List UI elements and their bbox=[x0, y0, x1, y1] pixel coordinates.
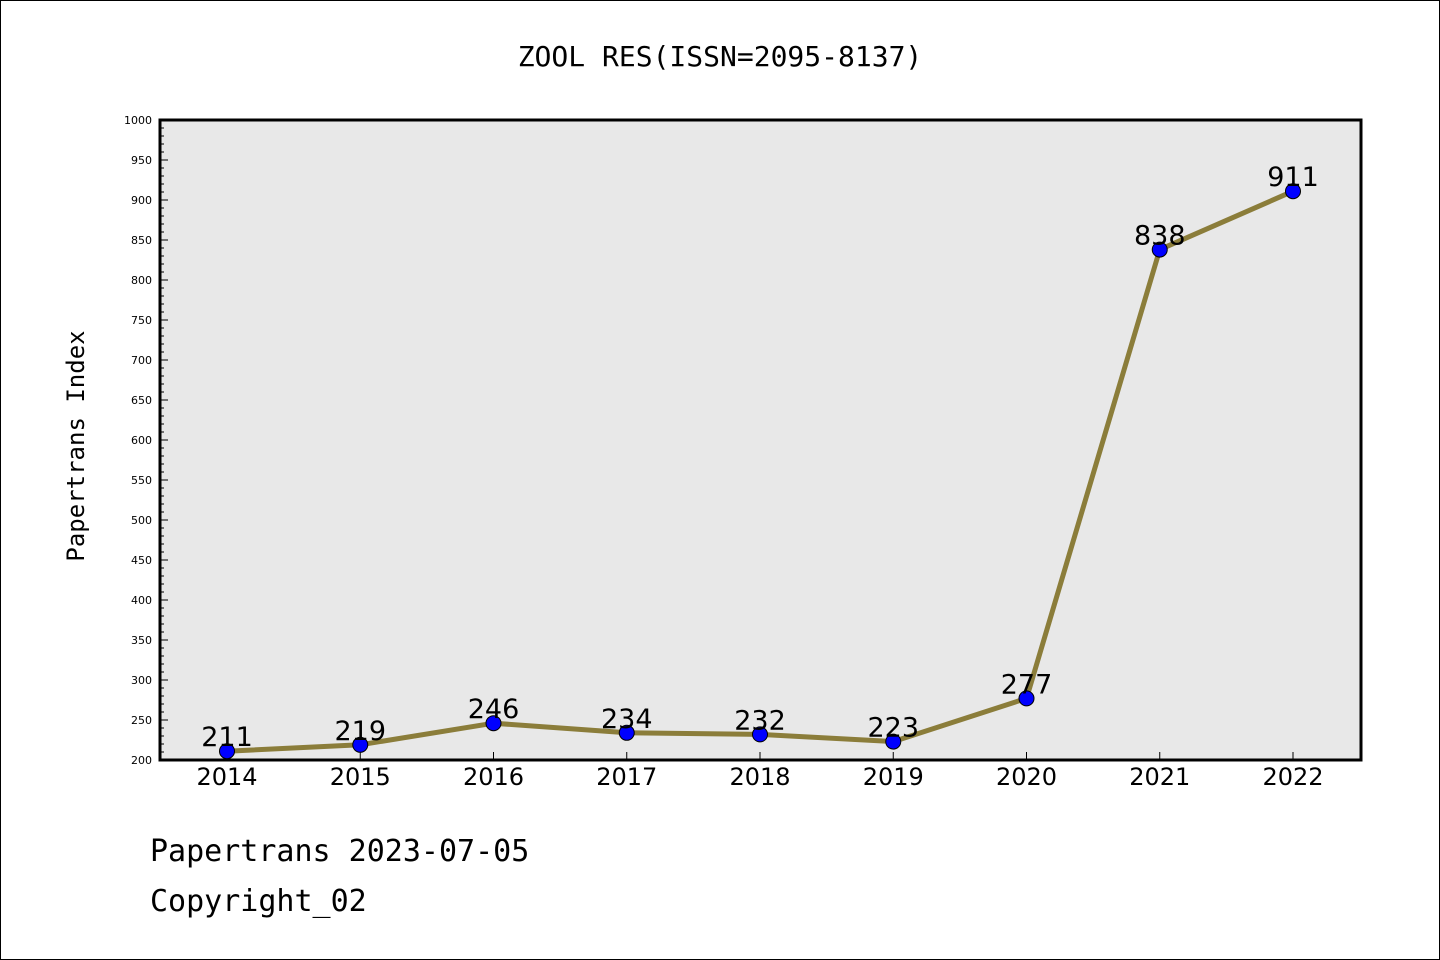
data-value-label: 219 bbox=[334, 716, 386, 747]
data-point-marker bbox=[485, 715, 502, 732]
y-tick-label: 600 bbox=[131, 434, 152, 447]
y-tick-label: 800 bbox=[131, 274, 152, 287]
y-tick-label: 900 bbox=[131, 194, 152, 207]
plot-area bbox=[160, 120, 1361, 760]
data-point-marker bbox=[1151, 241, 1168, 258]
data-point-marker bbox=[618, 724, 635, 741]
y-tick-label: 500 bbox=[131, 514, 152, 527]
footer-copyright-line: Copyright_02 bbox=[150, 884, 367, 919]
x-tick-label: 2022 bbox=[1262, 763, 1323, 791]
y-tick-label: 1000 bbox=[124, 114, 152, 127]
data-value-label: 277 bbox=[1001, 669, 1053, 700]
data-point-marker bbox=[352, 736, 369, 753]
x-tick-label: 2016 bbox=[463, 763, 524, 791]
data-point-marker bbox=[752, 726, 768, 743]
y-tick-label: 550 bbox=[131, 474, 152, 487]
data-value-label: 838 bbox=[1134, 221, 1186, 252]
y-tick-label: 750 bbox=[131, 314, 152, 327]
series-group: 211 219 246 234 232 223 277 838 911 bbox=[201, 162, 1319, 760]
data-value-label: 246 bbox=[468, 694, 520, 725]
y-tick-label: 950 bbox=[131, 154, 152, 167]
y-tick-label: 700 bbox=[131, 354, 152, 367]
data-value-label: 911 bbox=[1267, 162, 1319, 193]
x-tick-label: 2018 bbox=[729, 763, 790, 791]
x-tick-label: 2020 bbox=[996, 763, 1057, 791]
y-tick-label: 850 bbox=[131, 234, 152, 247]
y-axis-ticks: 200 250 300 350 400 450 500 550 600 650 700 750 800 8… bbox=[124, 114, 168, 767]
data-point-marker bbox=[1285, 183, 1301, 200]
chart-title: ZOOL RES(ISSN=2095-8137) bbox=[518, 40, 923, 73]
y-tick-label: 300 bbox=[131, 674, 152, 687]
data-value-label: 211 bbox=[201, 722, 253, 753]
data-value-label: 223 bbox=[867, 713, 919, 744]
x-tick-label: 2014 bbox=[196, 763, 257, 791]
x-tick-label: 2015 bbox=[330, 763, 391, 791]
y-tick-label: 650 bbox=[131, 394, 152, 407]
data-value-label: 232 bbox=[734, 705, 786, 736]
data-value-label: 234 bbox=[601, 704, 653, 735]
y-tick-label: 200 bbox=[131, 754, 152, 767]
y-axis-label: Papertrans Index bbox=[62, 330, 90, 561]
y-tick-label: 400 bbox=[131, 594, 152, 607]
x-tick-label: 2019 bbox=[863, 763, 924, 791]
data-point-marker bbox=[885, 733, 902, 750]
y-tick-label: 250 bbox=[131, 714, 152, 727]
y-tick-label: 350 bbox=[131, 634, 152, 647]
x-tick-label: 2017 bbox=[596, 763, 657, 791]
y-tick-label: 450 bbox=[131, 554, 152, 567]
plot-border bbox=[158, 118, 1363, 762]
data-point-marker bbox=[1018, 690, 1035, 707]
x-tick-label: 2021 bbox=[1129, 763, 1190, 791]
footer-date-line: Papertrans 2023-07-05 bbox=[150, 834, 530, 869]
